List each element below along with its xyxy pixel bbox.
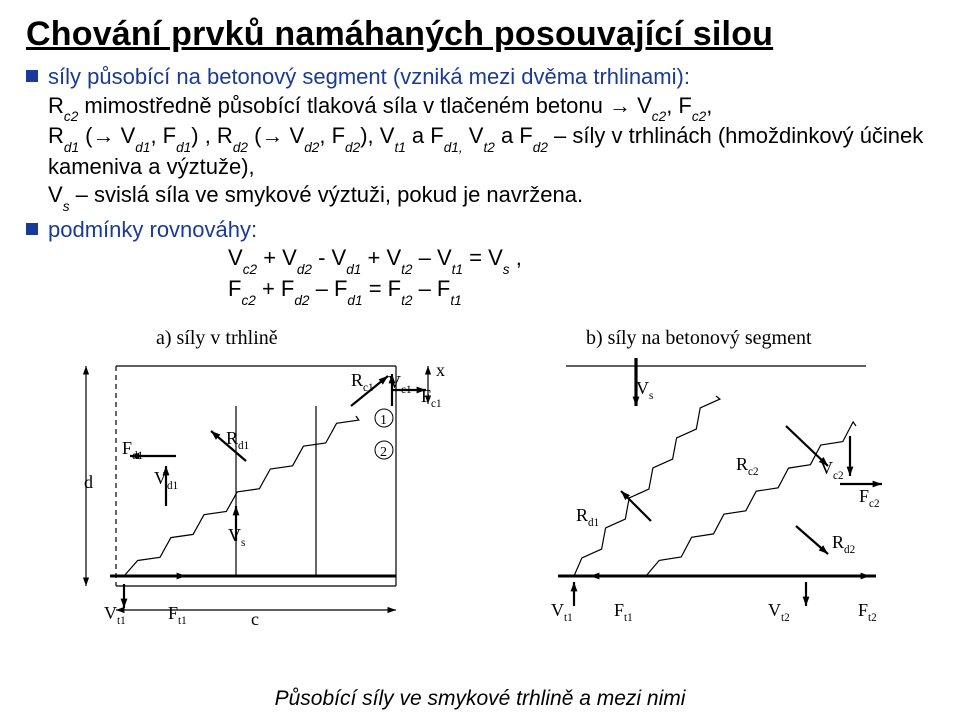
svg-text:Ft1: Ft1 [614,600,633,624]
svg-text:d: d [84,472,93,492]
svg-text:Fc1: Fc1 [421,386,442,410]
bullet-icon [26,70,38,82]
bullet-item: síly působící na betonový segment (vznik… [26,63,934,212]
svg-text:Vc2: Vc2 [820,458,844,482]
bullet-list: síly působící na betonový segment (vznik… [26,63,934,306]
svg-text:c: c [251,609,259,629]
svg-text:Fd1: Fd1 [122,438,143,462]
svg-text:Vd1: Vd1 [154,468,178,492]
svg-text:Rd2: Rd2 [832,532,855,556]
bullet-item: podmínky rovnováhy:Vc2 + Vd2 - Vd1 + Vt2… [26,216,934,306]
svg-text:x: x [436,360,445,380]
svg-text:Ft1: Ft1 [168,603,187,627]
bullet-text: podmínky rovnováhy:Vc2 + Vd2 - Vd1 + Vt2… [48,216,934,306]
svg-text:1: 1 [380,413,387,428]
svg-text:b) síly na betonový segment: b) síly na betonový segment [586,327,812,349]
svg-text:Rc1: Rc1 [351,370,374,394]
svg-text:Rd1: Rd1 [576,505,599,529]
figure-caption: Působící síly ve smykové trhlině a mezi … [0,687,960,711]
svg-text:Rc2: Rc2 [736,454,759,478]
page-title: Chování prvků namáhaných posouvající sil… [26,16,934,53]
bullet-icon [26,223,38,235]
svg-text:Ft2: Ft2 [858,600,877,624]
svg-text:Vt1: Vt1 [551,600,573,624]
shear-force-diagram: a) síly v trhlině b) síly na betonový seg… [26,316,926,646]
svg-text:Fc2: Fc2 [859,486,880,510]
svg-text:Rd1: Rd1 [226,428,249,452]
svg-text:Vt2: Vt2 [768,600,790,624]
svg-text:Vt1: Vt1 [104,603,126,627]
diagram-container: a) síly v trhlině b) síly na betonový seg… [26,316,926,646]
bullet-text: síly působící na betonový segment (vznik… [48,63,934,212]
svg-text:2: 2 [380,445,387,460]
svg-text:a) síly v trhlině: a) síly v trhlině [156,327,278,349]
svg-text:Vs: Vs [228,525,245,549]
